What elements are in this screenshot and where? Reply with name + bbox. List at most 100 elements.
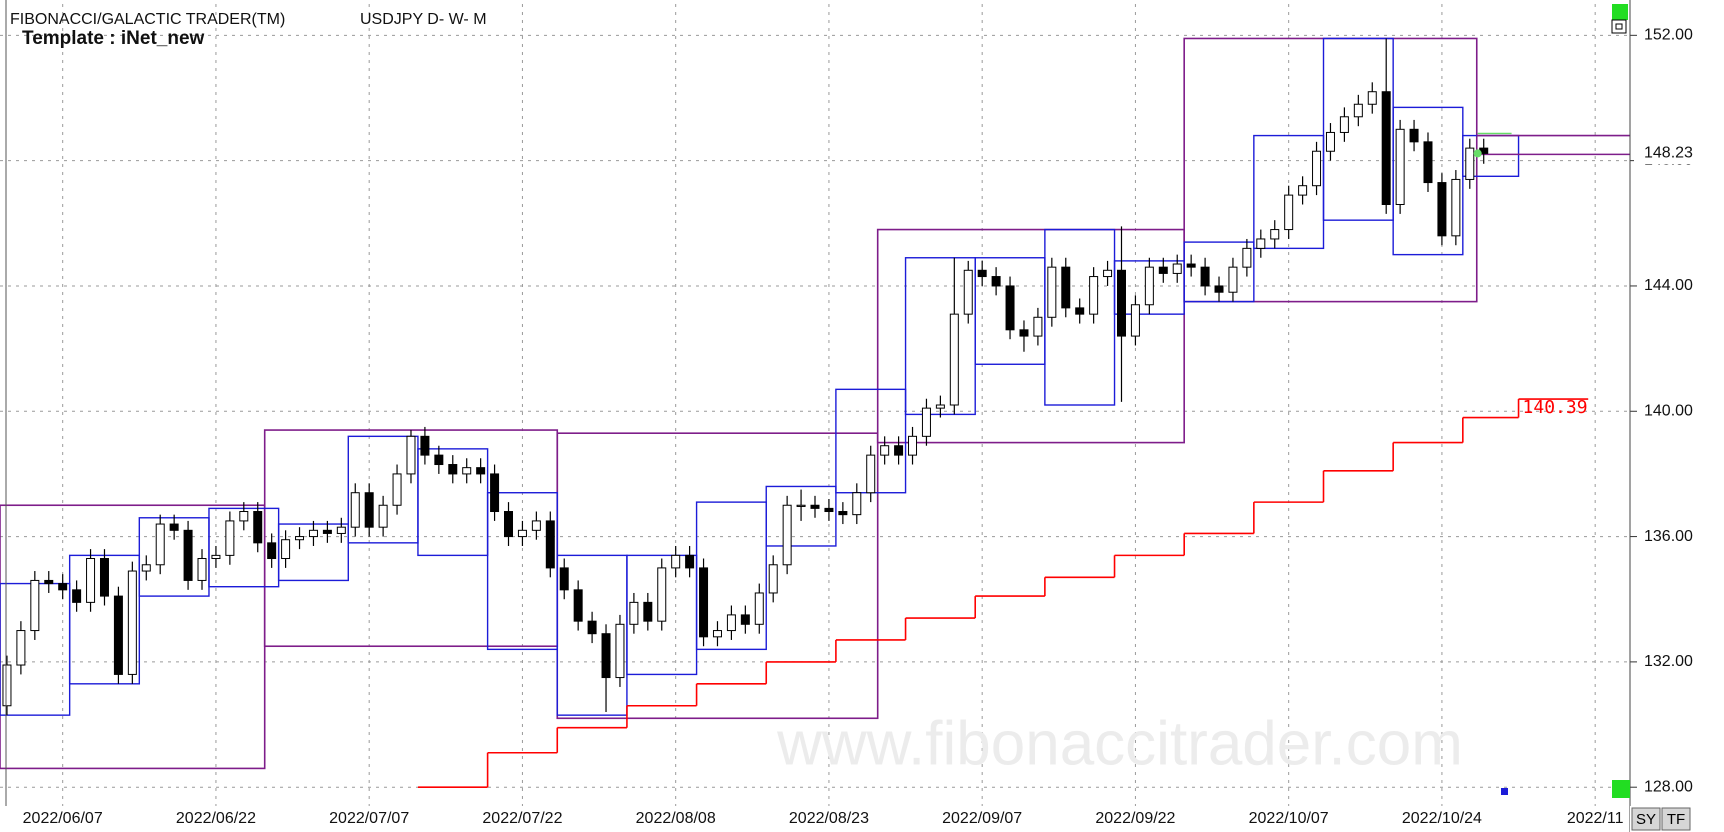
toggle-icon[interactable] — [1611, 19, 1627, 34]
candle-body — [336, 526, 346, 534]
x-tick-label: 2022/06/22 — [176, 810, 256, 827]
candle-body — [1158, 266, 1168, 274]
candle-body — [1228, 266, 1238, 293]
candle-body — [406, 435, 416, 475]
candle-body — [1005, 285, 1015, 331]
y-tick-label: 152.00 — [1644, 27, 1693, 44]
candle-body — [963, 269, 973, 315]
candle-body — [225, 520, 235, 556]
candle-body — [72, 589, 82, 603]
candle-body — [671, 554, 681, 569]
candle-body — [1172, 263, 1182, 274]
candle-body — [1451, 178, 1461, 237]
candle-body — [1200, 266, 1210, 287]
y-tick-label: 128.00 — [1644, 778, 1693, 795]
cursor-marker — [1501, 788, 1508, 795]
candle-body — [977, 269, 987, 278]
candle-body — [267, 542, 277, 560]
candle-body — [1075, 307, 1085, 315]
candle-body — [740, 614, 750, 625]
candle-body — [699, 567, 709, 638]
candle-body — [559, 567, 569, 591]
candle-body — [1312, 150, 1322, 187]
tf-button[interactable] — [1661, 807, 1691, 831]
y-tick-label: 132.00 — [1644, 653, 1693, 670]
candle-body — [1423, 141, 1433, 184]
monthly-range-box — [876, 228, 1185, 444]
weekly-range-box — [1392, 106, 1464, 256]
candle-body — [44, 579, 54, 585]
candle-body — [448, 464, 458, 475]
candle-body — [322, 529, 332, 534]
y-tick-label: 140.00 — [1644, 402, 1693, 419]
candle-body — [880, 445, 890, 456]
y-tick-label: 136.00 — [1644, 528, 1693, 545]
candle-body — [601, 633, 611, 679]
candle-body — [935, 404, 945, 409]
x-tick-label: 2022/10/24 — [1402, 810, 1482, 827]
candle-body — [197, 558, 207, 581]
watermark: www.fibonaccitrader.com — [776, 709, 1463, 778]
candle-body — [239, 511, 249, 522]
candle-body — [308, 529, 318, 538]
candle-body — [949, 313, 959, 406]
weekly-range-box — [1044, 228, 1116, 406]
candle-body — [1242, 247, 1252, 268]
candle-body — [531, 520, 541, 531]
x-tick-label: 2022/06/07 — [23, 810, 103, 827]
candle-body — [113, 595, 123, 675]
candle-body — [211, 554, 221, 560]
candle-body — [1214, 285, 1224, 293]
candle-body — [1298, 185, 1308, 196]
sy-button-label: SY — [1636, 811, 1656, 828]
candle-body — [685, 554, 695, 569]
candle-body — [991, 276, 1001, 287]
candle-body — [810, 504, 820, 509]
x-tick-label: 2022/07/07 — [329, 810, 409, 827]
candle-body — [754, 592, 764, 625]
candle-body — [183, 529, 193, 581]
candle-body — [99, 558, 109, 597]
candle-body — [1061, 266, 1071, 309]
symbol-title: USDJPY D- W- M — [360, 11, 487, 28]
candle-body — [420, 435, 430, 456]
candle-body — [1367, 91, 1377, 105]
candle-body — [434, 454, 444, 466]
candle-body — [1047, 266, 1057, 318]
candle-body — [908, 435, 918, 456]
candle-body — [155, 523, 165, 566]
candle-body — [657, 567, 667, 622]
candle-body — [1130, 304, 1140, 337]
candle-body — [1325, 131, 1335, 152]
candle-body — [838, 511, 848, 516]
candle-body — [364, 492, 374, 528]
candle-body — [295, 536, 305, 541]
x-tick-label: 2022/11 — [1567, 810, 1624, 827]
template-name: Template : iNet_new — [22, 28, 205, 49]
candle-body — [462, 467, 472, 475]
corner-marker — [1612, 4, 1628, 20]
candle-body — [1353, 103, 1363, 118]
x-tick-label: 2022/09/07 — [942, 810, 1022, 827]
candle-body — [1465, 147, 1475, 180]
candle-body — [768, 564, 778, 594]
y-tick-label: 144.00 — [1644, 277, 1693, 294]
tf-button-label: TF — [1667, 811, 1685, 828]
candle-body — [58, 583, 68, 591]
candle-body — [1409, 128, 1419, 143]
candle-body — [1270, 229, 1280, 240]
candle-body — [824, 507, 834, 513]
candle-body — [1103, 269, 1113, 278]
candle-body — [350, 492, 360, 528]
sy-button[interactable] — [1631, 807, 1661, 831]
candle-body — [629, 601, 639, 625]
candle-body — [1284, 194, 1294, 231]
x-tick-label: 2022/07/22 — [482, 810, 562, 827]
plot-layer: 140.39 — [0, 4, 1637, 806]
candle-body — [921, 407, 931, 437]
support-label: 140.39 — [1523, 397, 1588, 418]
candle-body — [86, 558, 96, 603]
x-tick-label: 2022/08/23 — [789, 810, 869, 827]
x-tick-label: 2022/10/07 — [1249, 810, 1329, 827]
